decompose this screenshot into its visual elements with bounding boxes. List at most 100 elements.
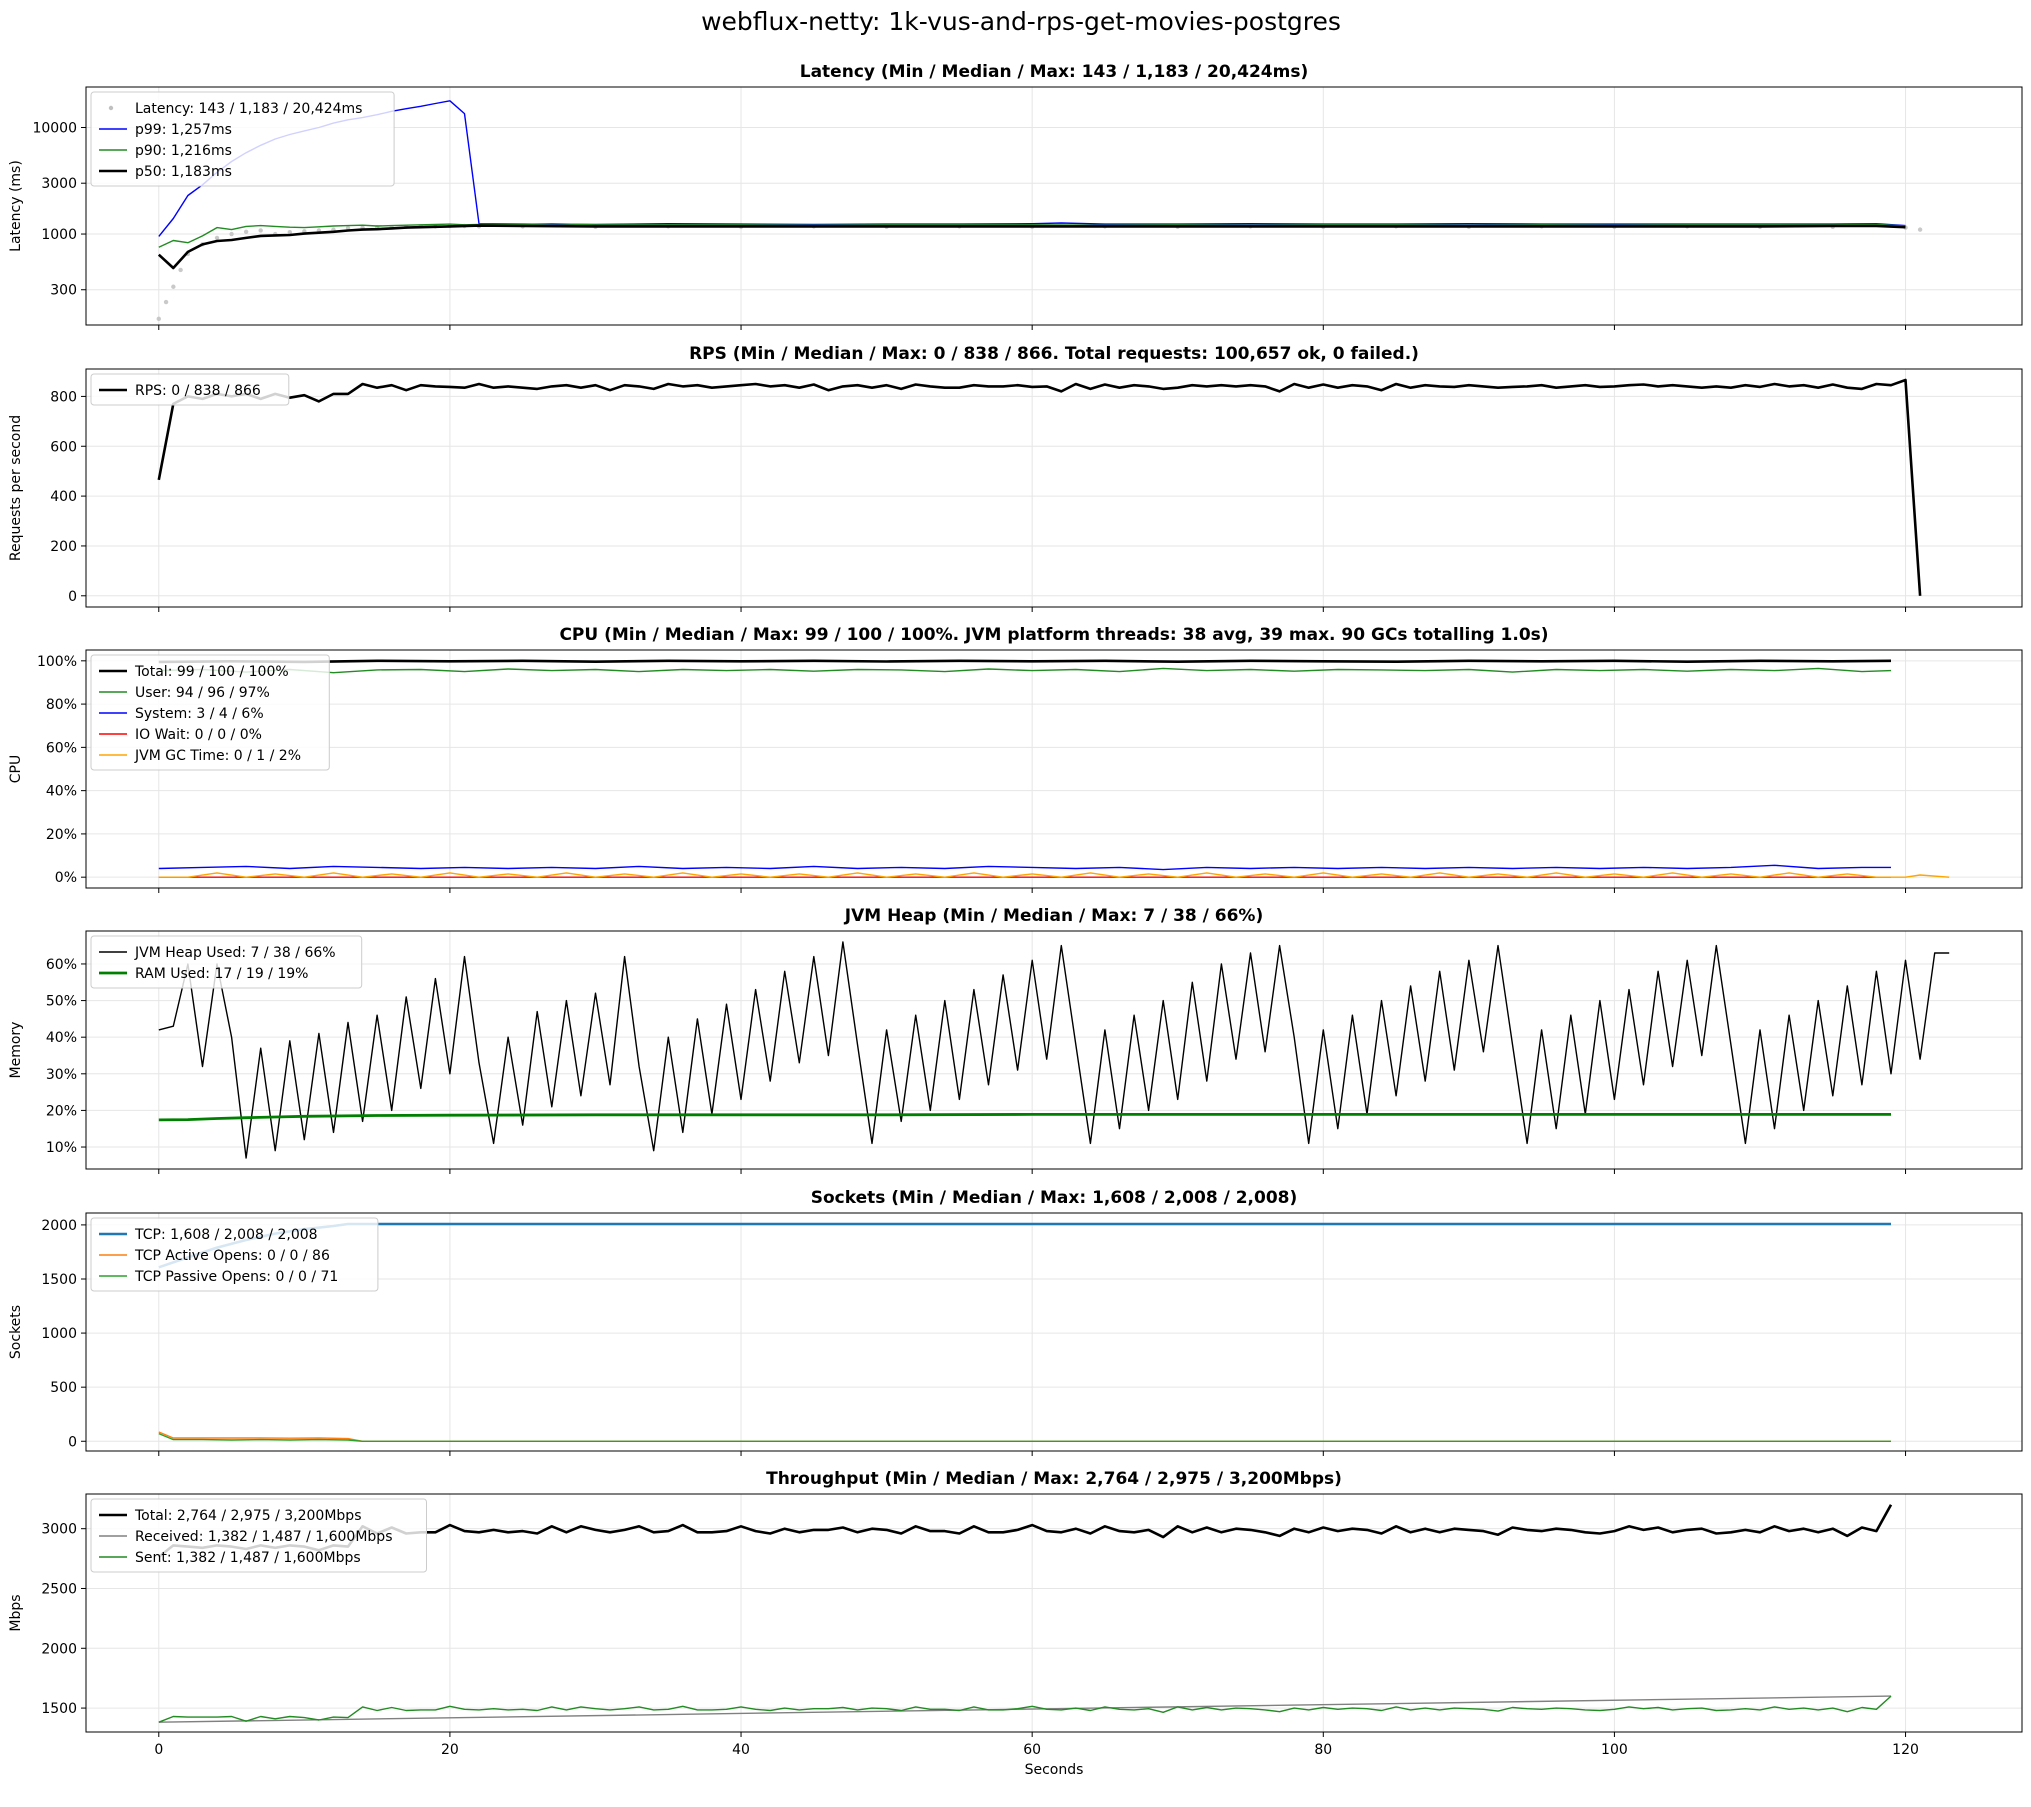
cpu-y-tick-label: 0% xyxy=(55,870,77,886)
cpu-series-line-4 xyxy=(158,872,1950,878)
heap-y-tick-label: 50% xyxy=(46,994,77,1010)
latency-legend-label: p99: 1,257ms xyxy=(135,122,232,138)
sockets-series-line-0 xyxy=(158,1222,1891,1269)
rps-series-line-0 xyxy=(157,378,1922,596)
latency-y-axis-label: Latency (ms) xyxy=(8,160,24,252)
figure-title: webflux-netty: 1k-vus-and-rps-get-movies… xyxy=(701,7,1341,36)
cpu-plot-area xyxy=(158,659,1950,878)
throughput-frame xyxy=(85,1493,2023,1733)
throughput-y-tick-label: 3000 xyxy=(41,1522,77,1538)
throughput-x-tick-label: 100 xyxy=(1601,1742,1628,1758)
throughput-x-tick-label: 80 xyxy=(1314,1742,1332,1758)
rps-legend: RPS: 0 / 838 / 866 xyxy=(90,373,290,406)
latency-y-tick-label: 300 xyxy=(50,283,77,299)
sockets-legend-label: TCP Active Opens: 0 / 0 / 86 xyxy=(134,1248,330,1264)
sockets-y-tick-label: 2000 xyxy=(41,1218,77,1234)
throughput-y-axis-label: Mbps xyxy=(8,1594,24,1631)
sockets-panel: 0 500 1000 1500 2000 Sockets (Min / Median / … xyxy=(8,1188,2023,1456)
cpu-legend-label: IO Wait: 0 / 0 / 0% xyxy=(135,727,262,743)
sockets-legend-label: TCP Passive Opens: 0 / 0 / 71 xyxy=(134,1269,338,1285)
sockets-y-tick-label: 0 xyxy=(68,1434,77,1450)
cpu-y-tick-label: 20% xyxy=(46,827,77,843)
heap-panel: 10% 20% 30% 40% 50% 60% JVM Heap (Min / Median… xyxy=(8,906,2023,1174)
rps-legend-label: RPS: 0 / 838 / 866 xyxy=(135,383,261,399)
throughput-x-tick-label: 0 xyxy=(154,1742,163,1758)
throughput-y-tick-label: 1500 xyxy=(41,1701,77,1717)
latency-legend-label: p90: 1,216ms xyxy=(135,143,232,159)
heap-y-tick-label: 40% xyxy=(46,1030,77,1046)
cpu-series-line-0 xyxy=(158,659,1892,664)
throughput-x-axis-label: Seconds xyxy=(1025,1762,1084,1778)
throughput-plot-area xyxy=(157,1504,1893,1723)
cpu-y-tick-label: 100% xyxy=(37,654,77,670)
throughput-legend-label: Received: 1,382 / 1,487 / 1,600Mbps xyxy=(135,1529,392,1545)
heap-series-line-0 xyxy=(158,941,1950,1159)
cpu-y-axis-label: CPU xyxy=(8,755,24,783)
throughput-legend: Total: 2,764 / 2,975 / 3,200Mbps Received… xyxy=(90,1498,427,1573)
latency-series-line-3 xyxy=(157,224,1906,270)
heap-title: JVM Heap (Min / Median / Max: 7 / 38 / 6… xyxy=(844,906,1263,926)
latency-legend-label: p50: 1,183ms xyxy=(135,164,232,180)
heap-legend-label: JVM Heap Used: 7 / 38 / 66% xyxy=(134,945,336,961)
latency-panel: 300 1000 3000 10000 Latency (Min / Median / … xyxy=(8,62,2023,330)
latency-frame xyxy=(85,86,2023,326)
latency-scatter-point xyxy=(156,316,161,322)
throughput-x-tick-label: 120 xyxy=(1892,1742,1919,1758)
latency-scatter-point xyxy=(258,228,263,233)
throughput-legend-label: Sent: 1,382 / 1,487 / 1,600Mbps xyxy=(135,1550,361,1566)
cpu-y-tick-label: 40% xyxy=(46,784,77,800)
cpu-legend-label: Total: 99 / 100 / 100% xyxy=(134,664,289,680)
rps-y-tick-label: 400 xyxy=(50,489,77,505)
rps-panel: 0 200 400 600 800 RPS (Min / Median / Max: 0 … xyxy=(8,344,2023,612)
throughput-x-tick-label: 20 xyxy=(441,1742,459,1758)
throughput-series-line-1 xyxy=(158,1695,1892,1723)
latency-scatter-series xyxy=(156,223,1923,322)
sockets-y-tick-label: 1500 xyxy=(41,1272,77,1288)
latency-legend-box xyxy=(90,91,395,187)
heap-legend-label: RAM Used: 17 / 19 / 19% xyxy=(135,966,308,982)
heap-legend: JVM Heap Used: 7 / 38 / 66% RAM Used: 17 … xyxy=(90,935,363,989)
rps-legend-box xyxy=(90,373,290,406)
throughput-y-tick-label: 2000 xyxy=(41,1641,77,1657)
latency-title: Latency (Min / Median / Max: 143 / 1,183… xyxy=(800,62,1309,82)
latency-legend-marker xyxy=(108,105,114,111)
throughput-x-tick-label: 60 xyxy=(1023,1742,1041,1758)
cpu-series-line-2 xyxy=(158,864,1891,871)
cpu-y-tick-label: 60% xyxy=(46,740,77,756)
latency-legend-label: Latency: 143 / 1,183 / 20,424ms xyxy=(135,101,362,117)
heap-y-tick-label: 60% xyxy=(46,957,77,973)
cpu-frame xyxy=(85,649,2023,889)
sockets-legend: TCP: 1,608 / 2,008 / 2,008 TCP Active Ope… xyxy=(90,1217,379,1292)
latency-y-tick-label: 10000 xyxy=(32,121,77,137)
latency-scatter-point xyxy=(1917,227,1923,232)
throughput-legend-box xyxy=(90,1498,427,1573)
rps-y-tick-label: 0 xyxy=(68,589,77,605)
cpu-legend-label: JVM GC Time: 0 / 1 / 2% xyxy=(134,748,301,764)
throughput-panel: 0 20 40 60 80 100 120 1500 2000 2500 3000 Throughpu… xyxy=(8,1469,2023,1778)
throughput-series-line-0 xyxy=(157,1504,1893,1558)
heap-series-line-1 xyxy=(158,1113,1891,1122)
rps-frame xyxy=(85,368,2023,608)
rps-y-tick-label: 600 xyxy=(50,439,77,455)
heap-y-axis-label: Memory xyxy=(8,1022,24,1079)
sockets-y-tick-label: 500 xyxy=(50,1380,77,1396)
rps-y-axis-label: Requests per second xyxy=(8,415,24,561)
latency-y-tick-label: 3000 xyxy=(41,176,77,192)
cpu-title: CPU (Min / Median / Max: 99 / 100 / 100%… xyxy=(559,625,1548,645)
rps-y-tick-label: 800 xyxy=(50,389,77,405)
rps-plot-area xyxy=(157,378,1922,596)
sockets-series-line-1 xyxy=(158,1431,1891,1443)
latency-legend: Latency: 143 / 1,183 / 20,424ms p99: 1,25… xyxy=(90,91,395,187)
heap-plot-area xyxy=(158,941,1950,1159)
sockets-legend-label: TCP: 1,608 / 2,008 / 2,008 xyxy=(134,1227,318,1243)
latency-scatter-point xyxy=(178,267,183,273)
throughput-y-tick-label: 2500 xyxy=(41,1581,77,1597)
latency-scatter-point xyxy=(243,229,249,234)
throughput-title: Throughput (Min / Median / Max: 2,764 / … xyxy=(766,1469,1342,1489)
throughput-x-tick-label: 40 xyxy=(732,1742,750,1758)
cpu-panel: 0% 20% 40% 60% 80% 100% CPU (Min / Median / Ma… xyxy=(8,625,2023,893)
throughput-series-line-2 xyxy=(158,1695,1892,1723)
sockets-title: Sockets (Min / Median / Max: 1,608 / 2,0… xyxy=(811,1188,1298,1208)
